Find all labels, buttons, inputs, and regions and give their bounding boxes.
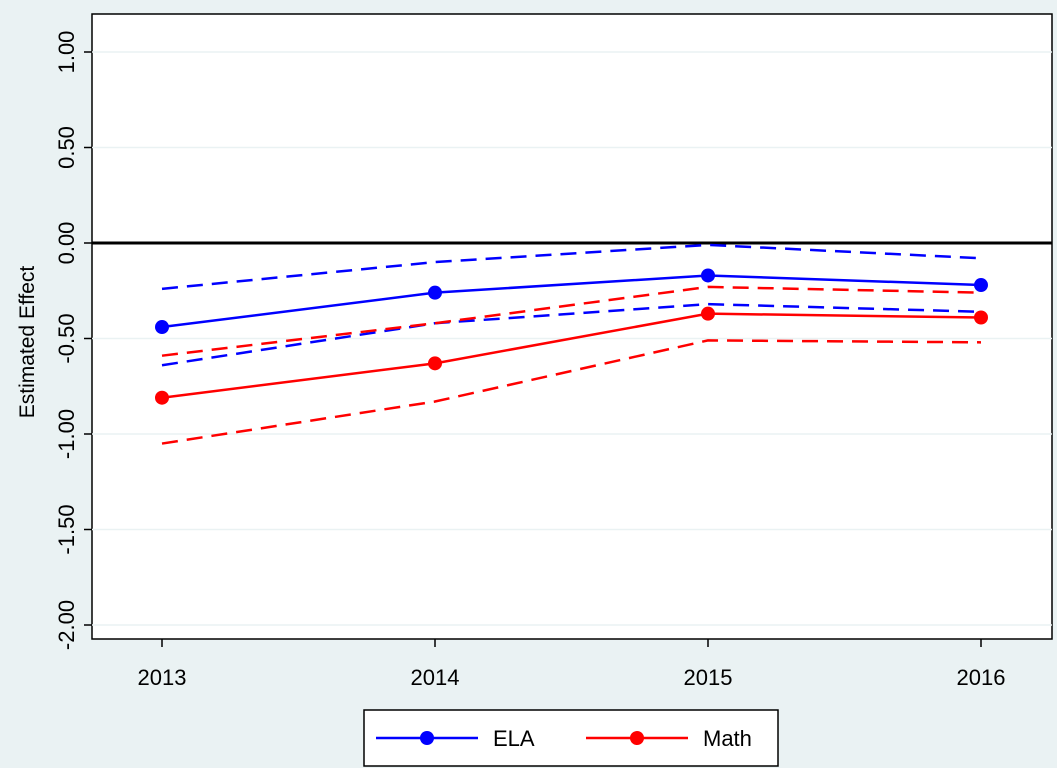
y-axis-title: Estimated Effect <box>16 266 39 419</box>
ela-ci-upper-line <box>161 243 982 291</box>
x-tick-label: 2015 <box>684 665 733 690</box>
math-estimate-line <box>161 312 982 399</box>
y-tick-label: 0.00 <box>54 222 79 265</box>
math-point <box>428 356 442 371</box>
series-math <box>155 285 988 445</box>
math-ci-lower-line <box>161 339 982 445</box>
series-layer <box>92 241 1052 445</box>
x-tick-label: 2013 <box>138 665 187 690</box>
y-tick-label: -2.00 <box>54 600 79 650</box>
ela-point <box>701 268 715 283</box>
y-tick-label: 1.00 <box>54 31 79 74</box>
legend-marker-math <box>630 731 644 745</box>
ela-estimate-line <box>161 274 982 329</box>
math-ci-upper-line <box>161 285 982 357</box>
ela-point <box>155 320 169 335</box>
ela-point <box>974 278 988 293</box>
legend-label-math: Math <box>703 726 752 751</box>
math-point <box>155 390 169 405</box>
legend-marker-ela <box>420 731 434 745</box>
y-tick-label: -0.50 <box>54 313 79 363</box>
x-tick-label: 2014 <box>411 665 460 690</box>
x-tick-label: 2016 <box>957 665 1006 690</box>
plot-area <box>91 13 1053 640</box>
y-tick-label: -1.00 <box>54 409 79 459</box>
ela-ci-lower-line <box>161 302 982 367</box>
y-tick-label: 0.50 <box>54 126 79 169</box>
math-point <box>974 310 988 325</box>
axes: 1.00 0.50 0.00 -0.50 -1.00 -1.50 -2.00 2013 2014… <box>54 31 1005 690</box>
ela-point <box>428 285 442 300</box>
math-point <box>701 306 715 321</box>
y-tick-label: -1.50 <box>54 504 79 554</box>
legend-label-ela: ELA <box>493 726 535 751</box>
series-ela <box>155 243 988 367</box>
legend: ELA Math <box>363 709 779 767</box>
